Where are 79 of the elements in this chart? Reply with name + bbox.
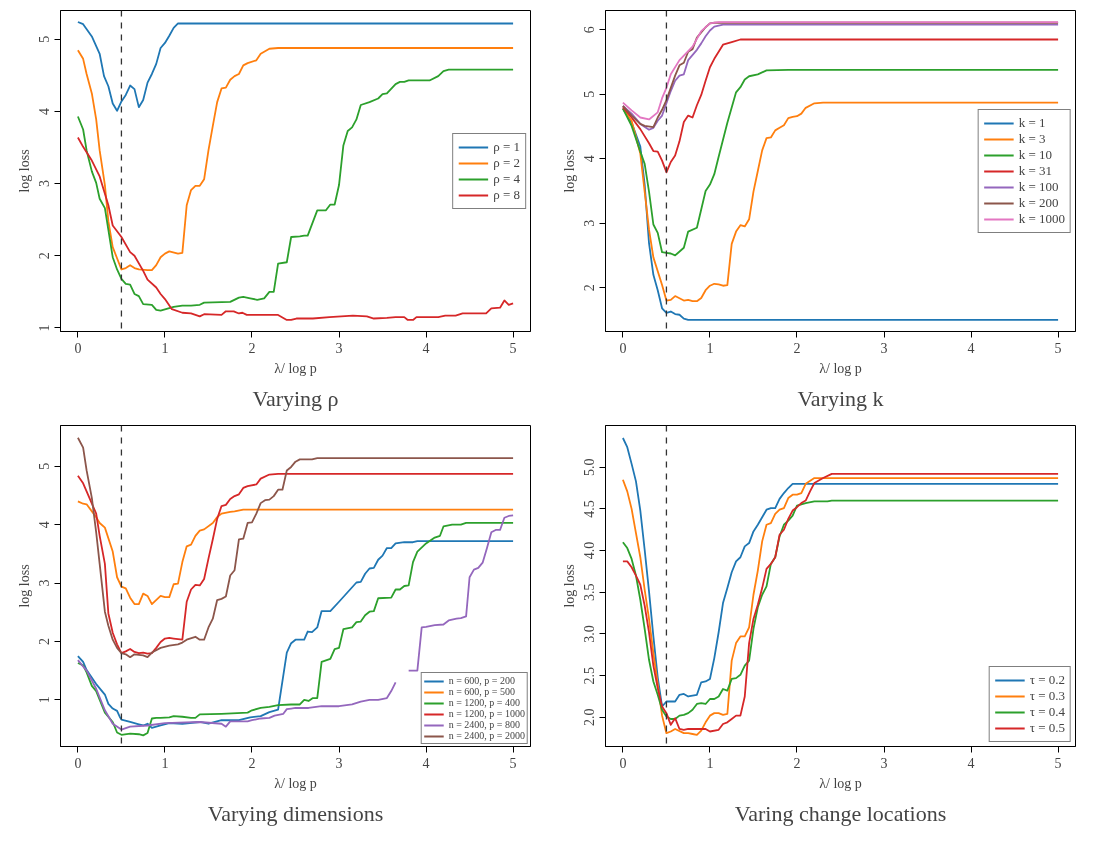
legend-label: n = 1200, p = 400 (448, 697, 520, 708)
x-tick-label: 0 (74, 340, 82, 356)
x-tick-label: 3 (880, 755, 888, 771)
y-tick-label: 4 (582, 155, 598, 163)
legend-label: k = 1000 (1018, 210, 1065, 227)
x-axis-title: λ/ log p (819, 775, 862, 791)
y-tick-label: 1 (37, 324, 53, 332)
legend-label: τ = 0.4 (1029, 704, 1065, 720)
x-tick-label: 2 (793, 755, 801, 771)
y-tick-label: 5 (37, 35, 53, 43)
legend-label: n = 2400, p = 2000 (448, 730, 525, 741)
x-tick-label: 2 (248, 755, 256, 771)
y-tick-label: 3.5 (582, 583, 598, 601)
x-axis-title: λ/ log p (819, 360, 862, 376)
y-tick-label: 4.5 (582, 500, 598, 518)
y-tick-label: 2 (37, 252, 53, 260)
x-tick-label: 0 (74, 755, 82, 771)
legend-label: k = 100 (1018, 178, 1059, 195)
y-tick-label: 3.0 (582, 625, 598, 643)
x-tick-label: 4 (967, 340, 975, 356)
text: Varying ρ (252, 385, 339, 411)
x-tick-label: 3 (335, 755, 343, 771)
y-tick-label: 4 (37, 521, 53, 529)
legend-label: ρ = 8 (493, 186, 520, 203)
x-tick-label: 0 (619, 755, 627, 771)
x-tick-label: 1 (706, 755, 714, 771)
x-tick-label: 4 (422, 755, 430, 771)
x-tick-label: 0 (619, 340, 627, 356)
legend-label: τ = 0.2 (1029, 672, 1065, 688)
x-tick-label: 5 (1054, 340, 1062, 356)
legend-label: ρ = 1 (493, 138, 520, 155)
legend-label: τ = 0.3 (1029, 688, 1065, 704)
legend-label: ρ = 2 (493, 154, 520, 171)
y-tick-label: 3 (37, 180, 53, 188)
y-tick-label: 2 (582, 284, 598, 292)
x-tick-label: 1 (161, 340, 169, 356)
x-tick-label: 2 (793, 340, 801, 356)
x-tick-label: 5 (509, 340, 517, 356)
y-tick-label: 5.0 (582, 458, 598, 476)
x-tick-label: 3 (335, 340, 343, 356)
text: Varing change locations (734, 800, 947, 826)
x-tick-label: 3 (880, 340, 888, 356)
legend-label: n = 600, p = 500 (448, 686, 515, 697)
y-axis-title: log loss (561, 564, 577, 608)
y-tick-label: 5 (37, 462, 53, 470)
y-axis-title: log loss (16, 149, 32, 193)
legend-label: n = 2400, p = 800 (448, 719, 520, 730)
y-tick-label: 2.5 (582, 666, 598, 685)
x-tick-label: 1 (161, 755, 169, 771)
legend-label: k = 3 (1018, 130, 1046, 147)
x-tick-label: 4 (422, 340, 430, 356)
x-tick-label: 5 (1054, 755, 1062, 771)
y-tick-label: 6 (582, 26, 598, 34)
y-tick-label: 2.0 (582, 708, 598, 727)
y-tick-label: 4.0 (582, 541, 598, 560)
text: Varying dimensions (207, 800, 384, 826)
y-tick-label: 3 (582, 219, 598, 227)
x-axis-title: λ/ log p (274, 360, 317, 376)
legend-label: k = 10 (1018, 146, 1052, 163)
text: Varying k (797, 385, 884, 411)
x-tick-label: 1 (706, 340, 714, 356)
x-tick-label: 4 (967, 755, 975, 771)
legend-label: n = 600, p = 200 (448, 675, 515, 686)
y-axis-title: log loss (561, 149, 577, 193)
x-tick-label: 5 (509, 755, 517, 771)
legend-label: k = 31 (1018, 162, 1052, 179)
legend-label: τ = 0.5 (1029, 720, 1065, 736)
y-axis-title: log loss (16, 564, 32, 608)
legend-label: n = 1200, p = 1000 (448, 708, 525, 719)
legend-label: ρ = 4 (493, 170, 520, 187)
legend-label: k = 1 (1018, 114, 1046, 131)
y-tick-label: 2 (37, 637, 53, 645)
legend-label: k = 200 (1018, 194, 1059, 211)
x-tick-label: 2 (248, 340, 256, 356)
y-tick-label: 4 (37, 107, 53, 115)
x-axis-title: λ/ log p (274, 775, 317, 791)
y-tick-label: 3 (37, 579, 53, 587)
y-tick-label: 1 (37, 696, 53, 704)
y-tick-label: 5 (582, 90, 598, 98)
